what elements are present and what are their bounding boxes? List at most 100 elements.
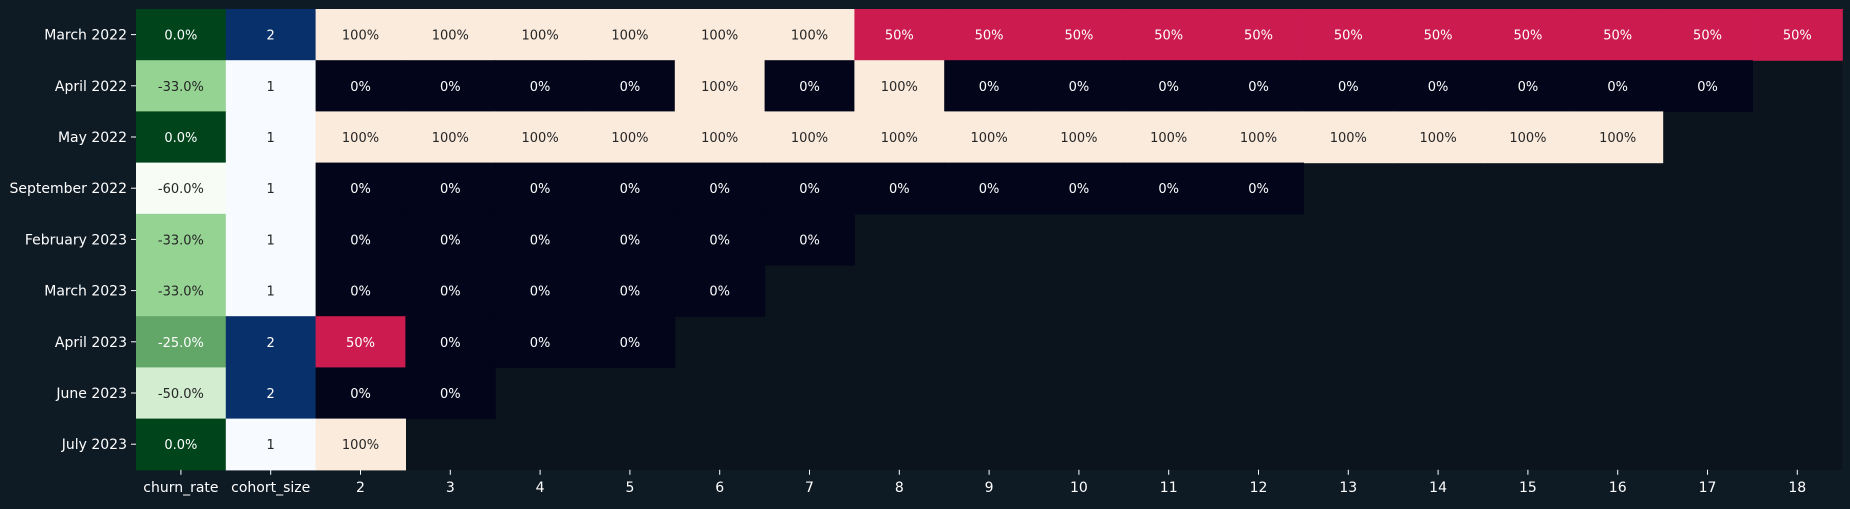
churn-rate-label: 0.0% bbox=[164, 131, 197, 146]
retention-label: 0% bbox=[350, 182, 371, 197]
cohort-size-label: 1 bbox=[267, 80, 275, 95]
retention-cell bbox=[1752, 9, 1843, 61]
retention-label: 50% bbox=[1334, 29, 1363, 44]
retention-label: 100% bbox=[611, 131, 648, 146]
retention-label: 50% bbox=[1603, 29, 1632, 44]
retention-cell bbox=[944, 60, 1035, 112]
retention-label: 0% bbox=[979, 182, 1000, 197]
retention-label: 50% bbox=[346, 336, 375, 351]
retention-cell bbox=[315, 9, 406, 61]
retention-cell bbox=[764, 9, 855, 61]
cohort-size-cell bbox=[225, 9, 317, 61]
retention-cell bbox=[1393, 9, 1484, 61]
retention-label: 100% bbox=[342, 29, 379, 44]
retention-label: 100% bbox=[701, 80, 738, 95]
retention-label: 0% bbox=[350, 285, 371, 300]
x-tick-label: 4 bbox=[536, 480, 545, 496]
churn-rate-cell bbox=[136, 60, 227, 112]
retention-cell bbox=[1572, 60, 1664, 112]
retention-cell bbox=[944, 9, 1035, 61]
y-tick-label: April 2022 bbox=[55, 79, 127, 95]
retention-cell bbox=[1393, 60, 1484, 112]
retention-label: 0% bbox=[350, 233, 371, 248]
churn-rate-cell bbox=[136, 111, 227, 164]
retention-cell bbox=[405, 265, 496, 317]
retention-label: 0% bbox=[1069, 182, 1090, 197]
retention-label: 100% bbox=[881, 131, 918, 146]
retention-label: 100% bbox=[1150, 131, 1187, 146]
retention-label: 0% bbox=[530, 233, 551, 248]
churn-rate-cell bbox=[136, 213, 227, 266]
retention-label: 50% bbox=[1154, 29, 1183, 44]
cohort-size-cell bbox=[225, 60, 317, 112]
retention-label: 100% bbox=[611, 29, 648, 44]
retention-label: 0% bbox=[620, 182, 641, 197]
retention-cell bbox=[315, 213, 406, 266]
retention-label: 100% bbox=[1599, 131, 1636, 146]
churn-rate-label: 0.0% bbox=[164, 29, 197, 44]
cohort-size-label: 1 bbox=[267, 182, 275, 197]
retention-cell bbox=[1213, 162, 1304, 215]
x-tick-label: 14 bbox=[1429, 480, 1447, 496]
retention-cell bbox=[315, 162, 406, 215]
retention-cell bbox=[1034, 9, 1125, 61]
retention-label: 0% bbox=[1428, 80, 1449, 95]
retention-label: 100% bbox=[881, 80, 918, 95]
retention-label: 100% bbox=[1060, 131, 1097, 146]
retention-cell bbox=[1213, 111, 1304, 164]
cohort-size-cell bbox=[225, 418, 317, 471]
retention-cell bbox=[495, 316, 586, 368]
y-tick-label: July 2023 bbox=[61, 437, 127, 453]
churn-rate-cell bbox=[136, 367, 227, 420]
retention-cell bbox=[1034, 60, 1125, 112]
retention-label: 0% bbox=[350, 80, 371, 95]
retention-cell bbox=[1572, 111, 1664, 164]
retention-cell bbox=[764, 60, 855, 112]
retention-cell bbox=[1662, 60, 1753, 112]
cohort-size-cell bbox=[225, 265, 317, 317]
retention-cell bbox=[405, 316, 496, 368]
retention-cell bbox=[585, 9, 676, 61]
x-tick-label: 18 bbox=[1788, 480, 1806, 496]
x-tick-label: 5 bbox=[625, 480, 634, 496]
retention-cell bbox=[585, 162, 676, 215]
retention-label: 50% bbox=[1064, 29, 1093, 44]
y-tick-label: April 2023 bbox=[55, 335, 127, 351]
retention-label: 0% bbox=[440, 233, 461, 248]
x-tick-label: 10 bbox=[1070, 480, 1088, 496]
retention-label: 100% bbox=[1509, 131, 1546, 146]
retention-label: 100% bbox=[701, 29, 738, 44]
retention-label: 100% bbox=[342, 438, 379, 453]
retention-cell bbox=[674, 9, 766, 61]
retention-label: 0% bbox=[1518, 80, 1539, 95]
retention-label: 50% bbox=[1244, 29, 1273, 44]
retention-label: 50% bbox=[1424, 29, 1453, 44]
cohort-size-cell bbox=[225, 162, 317, 215]
retention-cell bbox=[1034, 162, 1125, 215]
churn-rate-cell bbox=[136, 9, 227, 61]
retention-cell bbox=[405, 111, 496, 164]
retention-label: 100% bbox=[791, 131, 828, 146]
retention-label: 0% bbox=[709, 233, 730, 248]
retention-cell bbox=[764, 213, 855, 266]
x-tick-label: 7 bbox=[805, 480, 814, 496]
retention-cell bbox=[854, 162, 945, 215]
cohort-size-label: 2 bbox=[267, 29, 275, 44]
cohort-size-label: 1 bbox=[267, 131, 275, 146]
retention-cell bbox=[585, 213, 676, 266]
retention-label: 0% bbox=[1607, 80, 1628, 95]
retention-label: 0% bbox=[709, 285, 730, 300]
retention-cell bbox=[405, 9, 496, 61]
retention-label: 0% bbox=[1248, 182, 1269, 197]
cohort-size-cell bbox=[225, 316, 317, 368]
retention-label: 100% bbox=[791, 29, 828, 44]
churn-rate-cell bbox=[136, 316, 227, 368]
retention-cell bbox=[405, 213, 496, 266]
retention-cell bbox=[315, 111, 406, 164]
retention-cell bbox=[585, 265, 676, 317]
retention-cell bbox=[1123, 60, 1215, 112]
churn-rate-label: -33.0% bbox=[158, 285, 204, 300]
retention-label: 100% bbox=[522, 29, 559, 44]
retention-label: 0% bbox=[1338, 80, 1359, 95]
